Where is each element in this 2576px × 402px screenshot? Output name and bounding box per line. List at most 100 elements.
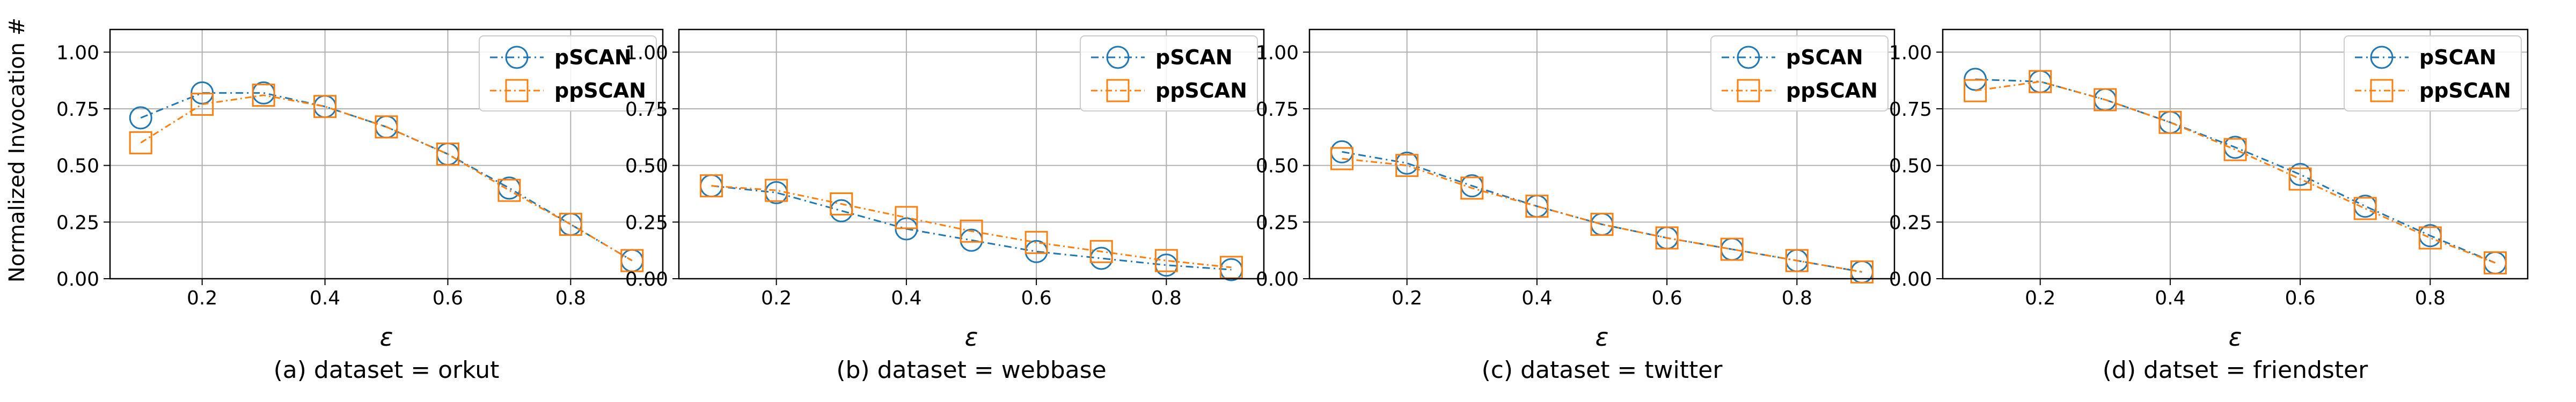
x-tick-label: 0.2 xyxy=(1392,287,1422,309)
y-tick-label: 0.25 xyxy=(56,212,99,234)
data-point-ppSCAN xyxy=(559,213,582,236)
data-point-ppSCAN xyxy=(1525,195,1549,218)
data-point-ppSCAN xyxy=(2094,88,2117,111)
chart-panel-4: 0.2 0.4 0.6 0.8 0.00 0.25 0.50 0.75 1.00 ε (d) dat… xyxy=(1889,28,2529,384)
data-point-ppSCAN xyxy=(765,178,788,202)
data-point-ppSCAN xyxy=(191,93,214,116)
panels: 0.2 0.4 0.6 0.8 0.00 0.25 0.50 0.75 1.00 ε (a) dat… xyxy=(56,28,2529,384)
y-tick-label: 1.00 xyxy=(625,42,668,64)
data-point-ppSCAN xyxy=(497,178,521,202)
legend: pSCAN ppSCAN xyxy=(1080,35,1258,111)
data-point-ppSCAN xyxy=(252,84,275,107)
data-point-ppSCAN xyxy=(1089,240,1113,263)
chart-panel-1: 0.2 0.4 0.6 0.8 0.00 0.25 0.50 0.75 1.00 ε (a) dat… xyxy=(56,28,664,384)
data-point-ppSCAN xyxy=(436,143,459,166)
x-tick-label: 0.4 xyxy=(2155,287,2185,309)
legend-marker-ppSCAN xyxy=(505,79,529,102)
plot-frame xyxy=(678,28,1265,280)
x-axis-label: ε xyxy=(2229,323,2242,352)
y-axis-label: Normalized Invocation # xyxy=(5,18,30,282)
legend: pSCAN ppSCAN xyxy=(2344,35,2522,111)
data-point-ppSCAN xyxy=(313,95,337,118)
y-tick-label: 0.25 xyxy=(625,212,668,234)
data-point-ppSCAN xyxy=(2158,110,2182,134)
data-point-ppSCAN xyxy=(2029,70,2052,93)
x-tick-label: 0.4 xyxy=(310,287,340,309)
y-tick-label: 0.00 xyxy=(1889,269,1932,291)
x-tick-label: 0.8 xyxy=(1782,287,1812,309)
x-tick-label: 0.8 xyxy=(2415,287,2446,309)
x-tick-label: 0.4 xyxy=(1521,287,1552,309)
y-tick-label: 1.00 xyxy=(56,42,99,64)
data-point-ppSCAN xyxy=(1785,249,1809,272)
x-tick-label: 0.6 xyxy=(433,287,463,309)
legend: pSCAN ppSCAN xyxy=(479,35,657,111)
legend-box xyxy=(1080,35,1258,111)
chart-panel-3: 0.2 0.4 0.6 0.8 0.00 0.25 0.50 0.75 1.00 ε (c) dat… xyxy=(1256,28,1896,384)
y-tick-label: 0.75 xyxy=(1256,99,1299,121)
x-tick-label: 0.8 xyxy=(1151,287,1182,309)
legend-marker-pSCAN xyxy=(1737,46,1760,69)
data-point-ppSCAN xyxy=(375,115,398,139)
data-point-ppSCAN xyxy=(1964,79,1987,102)
y-tick-label: 1.00 xyxy=(1889,42,1932,64)
plot-frame xyxy=(1308,28,1896,280)
panel-caption: (b) dataset = webbase xyxy=(836,356,1106,384)
x-tick-label: 0.6 xyxy=(1021,287,1051,309)
data-point-ppSCAN xyxy=(1590,213,1614,236)
x-tick-label: 0.2 xyxy=(761,287,792,309)
legend-label: pSCAN xyxy=(2419,46,2497,69)
y-tick-label: 0.75 xyxy=(56,99,99,121)
data-point-ppSCAN xyxy=(1850,260,1874,284)
legend-marker-pSCAN xyxy=(2370,46,2394,69)
y-tick-label: 0.25 xyxy=(1889,212,1932,234)
data-point-pSCAN xyxy=(129,106,152,130)
panel-caption: (c) dataset = twitter xyxy=(1482,356,1723,384)
series-line-ppSCAN xyxy=(711,185,1232,269)
legend-marker-ppSCAN xyxy=(1737,79,1760,102)
data-point-ppSCAN xyxy=(1720,237,1744,261)
x-tick-label: 0.4 xyxy=(891,287,921,309)
data-point-ppSCAN xyxy=(960,219,983,243)
x-axis-label: ε xyxy=(965,323,978,352)
series-line-ppSCAN xyxy=(1975,80,2496,264)
data-point-ppSCAN xyxy=(1395,154,1419,177)
data-point-ppSCAN xyxy=(895,206,918,229)
y-tick-label: 0.75 xyxy=(1889,99,1932,121)
legend-label: ppSCAN xyxy=(554,79,646,102)
x-tick-label: 0.8 xyxy=(555,287,586,309)
x-axis-label: ε xyxy=(380,323,393,352)
series-line-ppSCAN xyxy=(1342,158,1862,273)
series-line-pSCAN xyxy=(711,185,1232,271)
data-point-pSCAN xyxy=(497,176,521,200)
series-line-ppSCAN xyxy=(140,94,633,262)
x-tick-label: 0.6 xyxy=(1651,287,1682,309)
panel-caption: (a) dataset = orkut xyxy=(274,356,500,384)
x-tick-label: 0.6 xyxy=(2285,287,2315,309)
data-point-ppSCAN xyxy=(700,174,723,198)
data-point-ppSCAN xyxy=(1154,249,1178,272)
legend-marker-pSCAN xyxy=(1106,46,1130,69)
x-tick-label: 0.2 xyxy=(187,287,217,309)
series-line-pSCAN xyxy=(140,92,633,262)
y-tick-label: 0.75 xyxy=(625,99,668,121)
series-line-pSCAN xyxy=(1342,151,1862,273)
data-point-ppSCAN xyxy=(129,131,152,154)
legend-label: ppSCAN xyxy=(1786,79,1878,102)
data-point-ppSCAN xyxy=(830,192,853,215)
chart-panel-2: 0.2 0.4 0.6 0.8 0.00 0.25 0.50 0.75 1.00 ε (b) dat… xyxy=(625,28,1265,384)
y-tick-label: 0.50 xyxy=(1256,155,1299,177)
plot-frame xyxy=(109,28,664,280)
legend-label: pSCAN xyxy=(1786,46,1863,69)
data-point-ppSCAN xyxy=(2288,167,2312,191)
y-tick-label: 0.00 xyxy=(625,269,668,291)
legend-label: pSCAN xyxy=(1155,46,1233,69)
y-tick-label: 0.50 xyxy=(56,155,99,177)
data-point-ppSCAN xyxy=(2223,138,2247,161)
data-point-ppSCAN xyxy=(2353,197,2377,220)
data-point-ppSCAN xyxy=(1330,147,1354,170)
legend-box xyxy=(479,35,657,111)
data-point-ppSCAN xyxy=(1655,226,1679,250)
y-tick-label: 0.50 xyxy=(1889,155,1932,177)
